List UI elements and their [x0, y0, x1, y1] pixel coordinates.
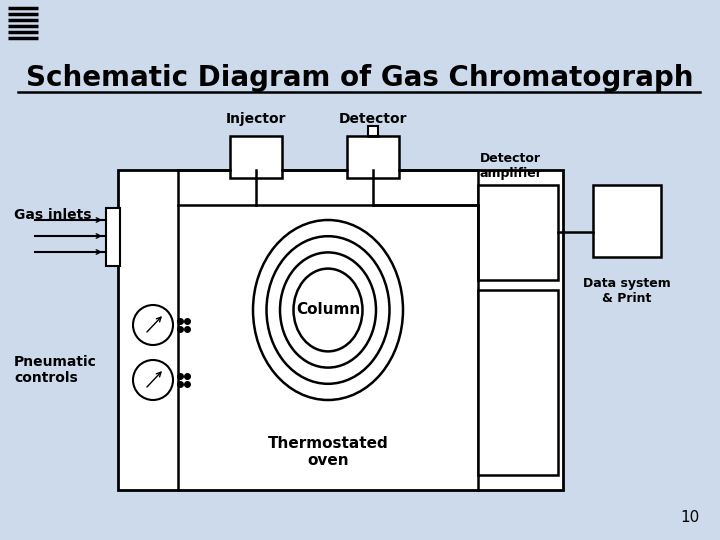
Circle shape [133, 360, 173, 400]
Text: 10: 10 [680, 510, 700, 525]
Text: Detector: Detector [338, 112, 408, 126]
Bar [230, 136, 282, 178]
Bar [368, 126, 378, 136]
Text: Detector
amplifier: Detector amplifier [480, 152, 543, 180]
Text: Injector: Injector [226, 112, 287, 126]
Text: Pneumatic
controls: Pneumatic controls [14, 355, 97, 385]
Text: Gas inlets: Gas inlets [14, 208, 91, 222]
Text: Data system
& Print: Data system & Print [583, 277, 671, 305]
Bar [593, 185, 661, 257]
Bar [478, 290, 558, 475]
Circle shape [133, 305, 173, 345]
Bar [106, 208, 120, 266]
Bar [347, 136, 399, 178]
Text: Thermostated
oven: Thermostated oven [268, 436, 388, 468]
Text: Schematic Diagram of Gas Chromatograph: Schematic Diagram of Gas Chromatograph [26, 64, 694, 92]
Bar [478, 185, 558, 280]
Text: Column: Column [296, 302, 360, 318]
Bar [118, 170, 563, 490]
